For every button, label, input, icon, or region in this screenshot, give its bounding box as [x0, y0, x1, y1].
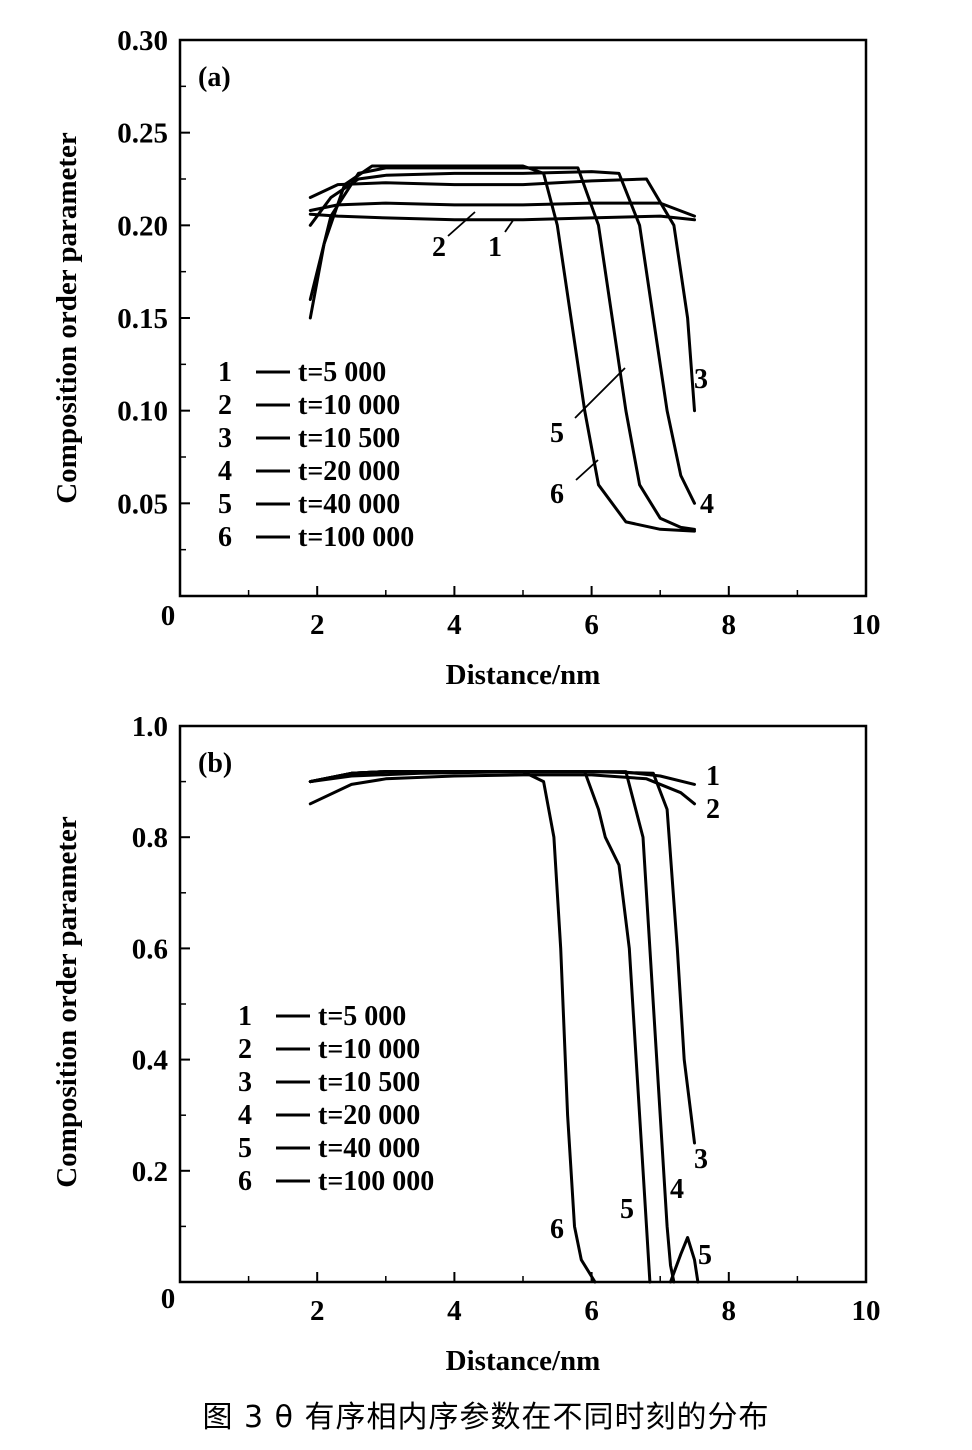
legend: 1 t=5 000 2 t=10 000 3 t=10 500 4 t=20 000 5 t=40…: [218, 357, 414, 553]
x-tick-label: 2: [310, 609, 325, 641]
curve-label-4: 4: [670, 1174, 684, 1205]
y-tick-label: 0.8: [132, 822, 168, 854]
curve-label-leader: [504, 218, 515, 233]
curve-label-1: 1: [488, 232, 502, 263]
curve-label-5: 5: [620, 1194, 634, 1225]
legend-number: 6: [218, 522, 232, 553]
legend-number: 1: [238, 1001, 252, 1032]
y-tick-label: 0.25: [117, 118, 168, 150]
legend: 1 t=5 000 2 t=10 000 3 t=10 500 4 t=20 000 5 t=40…: [238, 1001, 434, 1197]
legend-number: 3: [218, 423, 232, 454]
y-tick-label: 0.15: [117, 303, 168, 335]
y-tick-label: 0.20: [117, 210, 168, 242]
legend-number: 5: [238, 1133, 252, 1164]
x-tick-label: 8: [722, 1295, 737, 1327]
series-line-2: [308, 773, 696, 806]
curve-label-6: 6: [550, 1214, 564, 1245]
series-line-2: [308, 201, 696, 218]
legend-entry: t=10 000: [318, 1034, 420, 1065]
legend-entry: t=10 500: [298, 423, 400, 454]
legend-entry: t=10 500: [318, 1067, 420, 1098]
curve-label-leader: [575, 459, 599, 481]
series-line-6: [308, 770, 597, 1284]
series-line-5: [669, 1236, 700, 1284]
legend-entry: t=100 000: [318, 1166, 434, 1197]
x-tick-label: 6: [584, 1295, 599, 1327]
figure-caption: 图 3 θ 有序相内序参数在不同时刻的分布: [202, 1400, 770, 1435]
x-axis-title: Distance/nm: [446, 1345, 601, 1377]
series-line-3: [308, 177, 696, 413]
y-tick-label: 0.10: [117, 396, 168, 428]
legend-number: 3: [238, 1067, 252, 1098]
x-axis-title: Distance/nm: [446, 659, 601, 691]
curve-label-3: 3: [694, 1144, 708, 1175]
y-axis-title: Composition order parameter: [51, 132, 83, 504]
y-tick-label: 0.2: [132, 1156, 168, 1188]
curve-label-2: 2: [706, 794, 720, 825]
panel-label: (b): [198, 748, 232, 779]
legend-entry: t=5 000: [298, 357, 386, 388]
y-tick-label: 0.30: [117, 25, 168, 57]
x-tick-label: 0: [161, 600, 176, 632]
x-tick-label: 0: [161, 1283, 176, 1315]
series-line-1: [308, 212, 696, 222]
legend-number: 2: [218, 390, 232, 421]
y-axis-title: Composition order parameter: [51, 816, 83, 1188]
curve-label-6: 6: [550, 479, 564, 510]
legend-number: 5: [218, 489, 232, 520]
legend-number: 2: [238, 1034, 252, 1065]
y-tick-label: 0.4: [132, 1045, 168, 1077]
legend-number: 6: [238, 1166, 252, 1197]
chart-panel-b: 0 2 4 6 8 10 1.0 0.8 0.6 0.4 0.2 Distance/nm Composi…: [51, 711, 881, 1377]
curve-label-3: 3: [694, 364, 708, 395]
y-tick-label: 1.0: [132, 711, 168, 743]
x-tick-label: 4: [447, 1295, 462, 1327]
plot-frame: [178, 38, 868, 598]
x-tick-label: 2: [310, 1295, 325, 1327]
series-line-6: [308, 164, 696, 533]
chart-panel-a: 0 2 4 6 8 10 0.30 0.25 0.20 0.15 0.10 0.05 Distance/…: [51, 25, 881, 691]
x-tick-label: 10: [852, 609, 881, 641]
legend-entry: t=20 000: [318, 1100, 420, 1131]
curve-label-leader: [447, 211, 476, 237]
legend-entry: t=40 000: [298, 489, 400, 520]
series-line-4: [308, 170, 696, 505]
x-tick-label: 6: [584, 609, 599, 641]
curve-label-2: 2: [432, 232, 446, 263]
x-tick-label: 10: [852, 1295, 881, 1327]
legend-number: 4: [218, 456, 232, 487]
curve-label-leader: [574, 367, 626, 419]
curve-label-1: 1: [706, 761, 720, 792]
curve-label-5: 5: [550, 418, 564, 449]
legend-entry: t=100 000: [298, 522, 414, 553]
legend-entry: t=40 000: [318, 1133, 420, 1164]
legend-entry: t=5 000: [318, 1001, 406, 1032]
panel-label: (a): [198, 62, 231, 93]
curve-label-4: 4: [700, 489, 714, 520]
x-tick-label: 8: [722, 609, 737, 641]
y-tick-label: 0.05: [117, 488, 168, 520]
legend-number: 1: [218, 357, 232, 388]
plot-frame: [178, 724, 868, 1284]
x-tick-label: 4: [447, 609, 462, 641]
legend-number: 4: [238, 1100, 252, 1131]
legend-entry: t=20 000: [298, 456, 400, 487]
curve-label-5: 5: [698, 1240, 712, 1271]
legend-entry: t=10 000: [298, 390, 400, 421]
y-tick-label: 0.6: [132, 933, 168, 965]
